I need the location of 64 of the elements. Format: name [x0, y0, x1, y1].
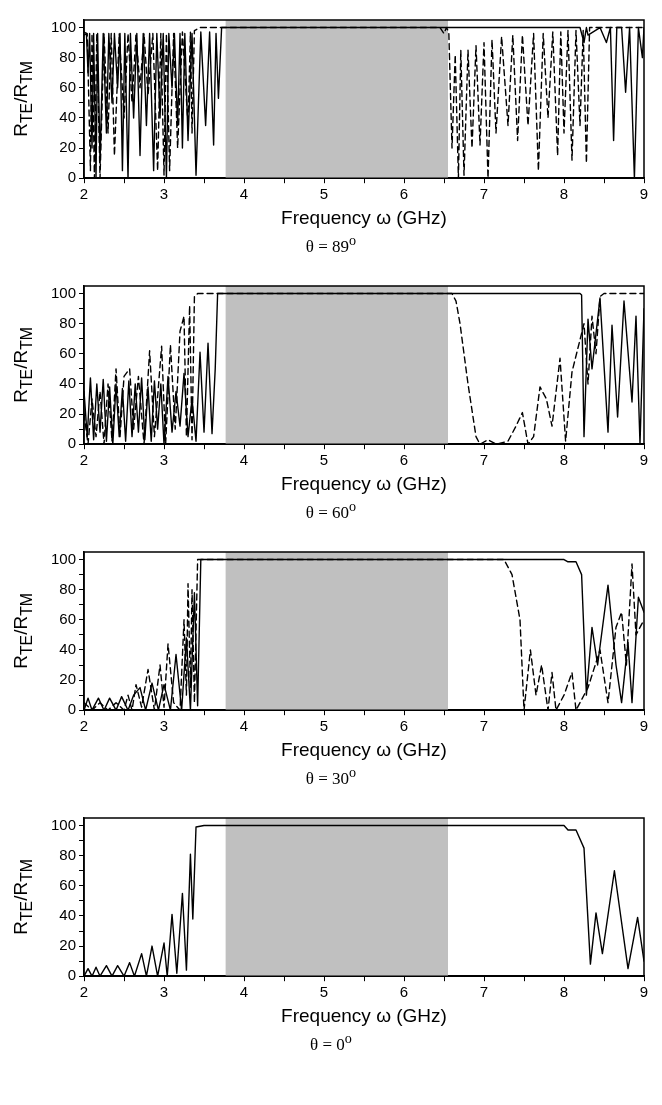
x-tick-label: 5 — [319, 185, 329, 203]
y-tick-label: 0 — [67, 700, 77, 718]
y-tick-label: 100 — [51, 549, 77, 567]
x-tick-label: 2 — [79, 717, 89, 735]
x-tick-label: 6 — [399, 185, 409, 203]
x-axis-title: Frequency ω (GHz) — [281, 206, 447, 228]
x-tick-label: 7 — [479, 451, 489, 469]
x-tick-label: 8 — [559, 717, 569, 735]
text: θ = 89$^{o}$ — [304, 231, 358, 258]
y-tick-label: 40 — [59, 906, 77, 924]
x-tick-label: 8 — [559, 185, 569, 203]
x-tick-label: 3 — [159, 185, 169, 203]
x-tick-label: 5 — [319, 717, 329, 735]
y-tick-label: 80 — [59, 845, 77, 863]
x-tick-label: 2 — [79, 983, 89, 1001]
y-tick-label: 60 — [59, 609, 77, 627]
y-tick-label: 80 — [59, 313, 77, 331]
x-tick-label: 9 — [639, 983, 649, 1001]
x-tick-label: 4 — [239, 185, 249, 203]
text: θ = 30$^{o}$ — [304, 763, 358, 790]
y-tick-label: 40 — [59, 374, 77, 392]
x-axis-title: Frequency ω (GHz) — [281, 738, 447, 760]
y-tick-label: 20 — [59, 404, 77, 422]
x-tick-label: 8 — [559, 451, 569, 469]
y-tick-label: 0 — [67, 168, 77, 186]
y-tick-label: 20 — [59, 936, 77, 954]
x-axis-title: Frequency ω (GHz) — [281, 1004, 447, 1026]
y-tick-label: 20 — [59, 138, 77, 156]
x-tick-label: 4 — [239, 717, 249, 735]
y-tick-label: 0 — [67, 434, 77, 452]
y-tick-label: 20 — [59, 670, 77, 688]
x-tick-label: 6 — [399, 451, 409, 469]
y-tick-label: 80 — [59, 47, 77, 65]
x-tick-label: 8 — [559, 983, 569, 1001]
text: θ = 60$^{o}$ — [304, 497, 358, 524]
y-tick-label: 100 — [51, 283, 77, 301]
x-tick-label: 6 — [399, 983, 409, 1001]
y-tick-label: 100 — [51, 17, 77, 35]
y-tick-label: 40 — [59, 108, 77, 126]
x-tick-label: 7 — [479, 717, 489, 735]
x-tick-label: 6 — [399, 717, 409, 735]
x-tick-label: 5 — [319, 451, 329, 469]
x-tick-label: 9 — [639, 185, 649, 203]
x-tick-label: 9 — [639, 451, 649, 469]
x-tick-label: 3 — [159, 451, 169, 469]
x-tick-label: 4 — [239, 451, 249, 469]
x-tick-label: 3 — [159, 717, 169, 735]
x-tick-label: 2 — [79, 451, 89, 469]
y-tick-label: 80 — [59, 579, 77, 597]
x-tick-label: 2 — [79, 185, 89, 203]
y-tick-label: 60 — [59, 343, 77, 361]
x-tick-label: 7 — [479, 185, 489, 203]
y-tick-label: 60 — [59, 875, 77, 893]
x-tick-label: 7 — [479, 983, 489, 1001]
x-axis-title: Frequency ω (GHz) — [281, 472, 447, 494]
y-tick-label: 40 — [59, 640, 77, 658]
x-tick-label: 9 — [639, 717, 649, 735]
y-tick-label: 60 — [59, 77, 77, 95]
x-tick-label: 4 — [239, 983, 249, 1001]
text: θ = 0$^{o}$ — [309, 1029, 353, 1056]
y-tick-label: 100 — [51, 815, 77, 833]
x-tick-label: 5 — [319, 983, 329, 1001]
y-tick-label: 0 — [67, 966, 77, 984]
x-tick-label: 3 — [159, 983, 169, 1001]
